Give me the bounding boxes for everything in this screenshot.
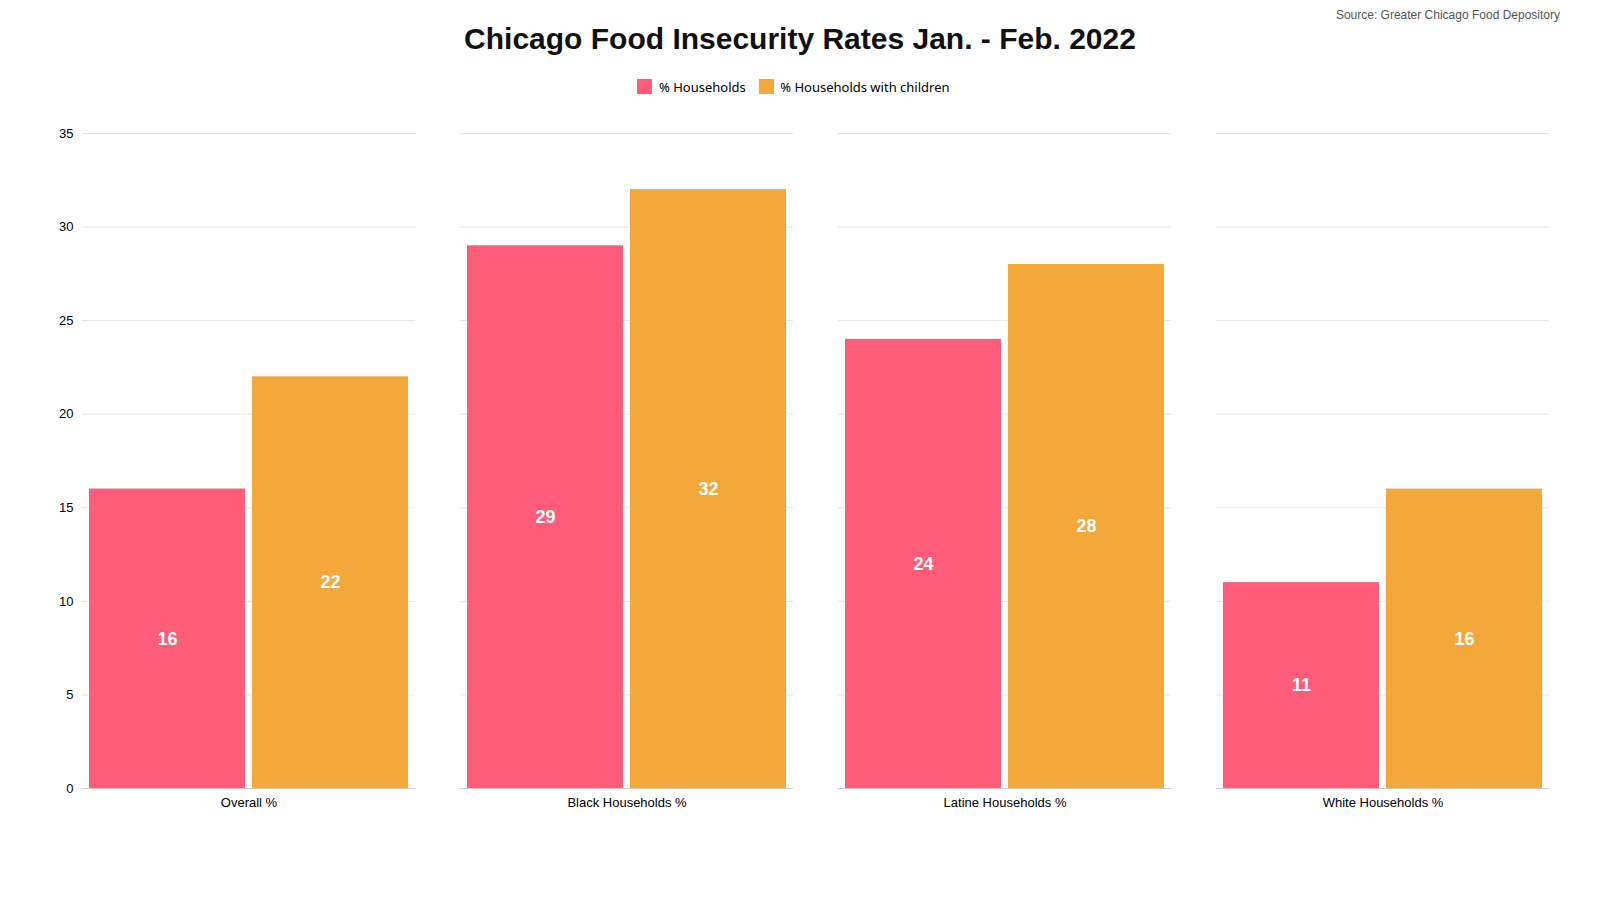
svg-text:15: 15 xyxy=(59,500,73,515)
svg-text:0: 0 xyxy=(66,781,73,796)
svg-text:20: 20 xyxy=(59,406,73,421)
html-text:Source: Greater Chicago Food D: Source: Greater Chicago Food Depository xyxy=(1335,8,1560,22)
svg-text:22: 22 xyxy=(320,572,340,592)
svg-text:Black Households %: Black Households % xyxy=(567,795,687,810)
svg-text:30: 30 xyxy=(59,219,73,234)
svg-text:10: 10 xyxy=(59,594,73,609)
svg-text:Overall %: Overall % xyxy=(221,795,278,810)
svg-text:28: 28 xyxy=(1076,516,1096,536)
html-text:Chicago Food Insecurity Rates: Chicago Food Insecurity Rates Jan. - Feb… xyxy=(464,22,1136,55)
svg-text:16: 16 xyxy=(157,629,177,649)
svg-text:29: 29 xyxy=(535,507,555,527)
svg-text:Latine Households %: Latine Households % xyxy=(944,795,1067,810)
svg-text:16: 16 xyxy=(1454,629,1474,649)
html-text:% Households: % Households xyxy=(659,77,746,96)
svg-text:25: 25 xyxy=(59,313,73,328)
html-text:% Households with children: % Households with children xyxy=(780,77,950,96)
svg-text:11: 11 xyxy=(1292,675,1311,695)
svg-text:35: 35 xyxy=(59,126,73,141)
svg-text:5: 5 xyxy=(66,687,73,702)
svg-text:24: 24 xyxy=(913,554,933,574)
svg-text:32: 32 xyxy=(698,479,718,499)
svg-text:White Households %: White Households % xyxy=(1323,795,1444,810)
